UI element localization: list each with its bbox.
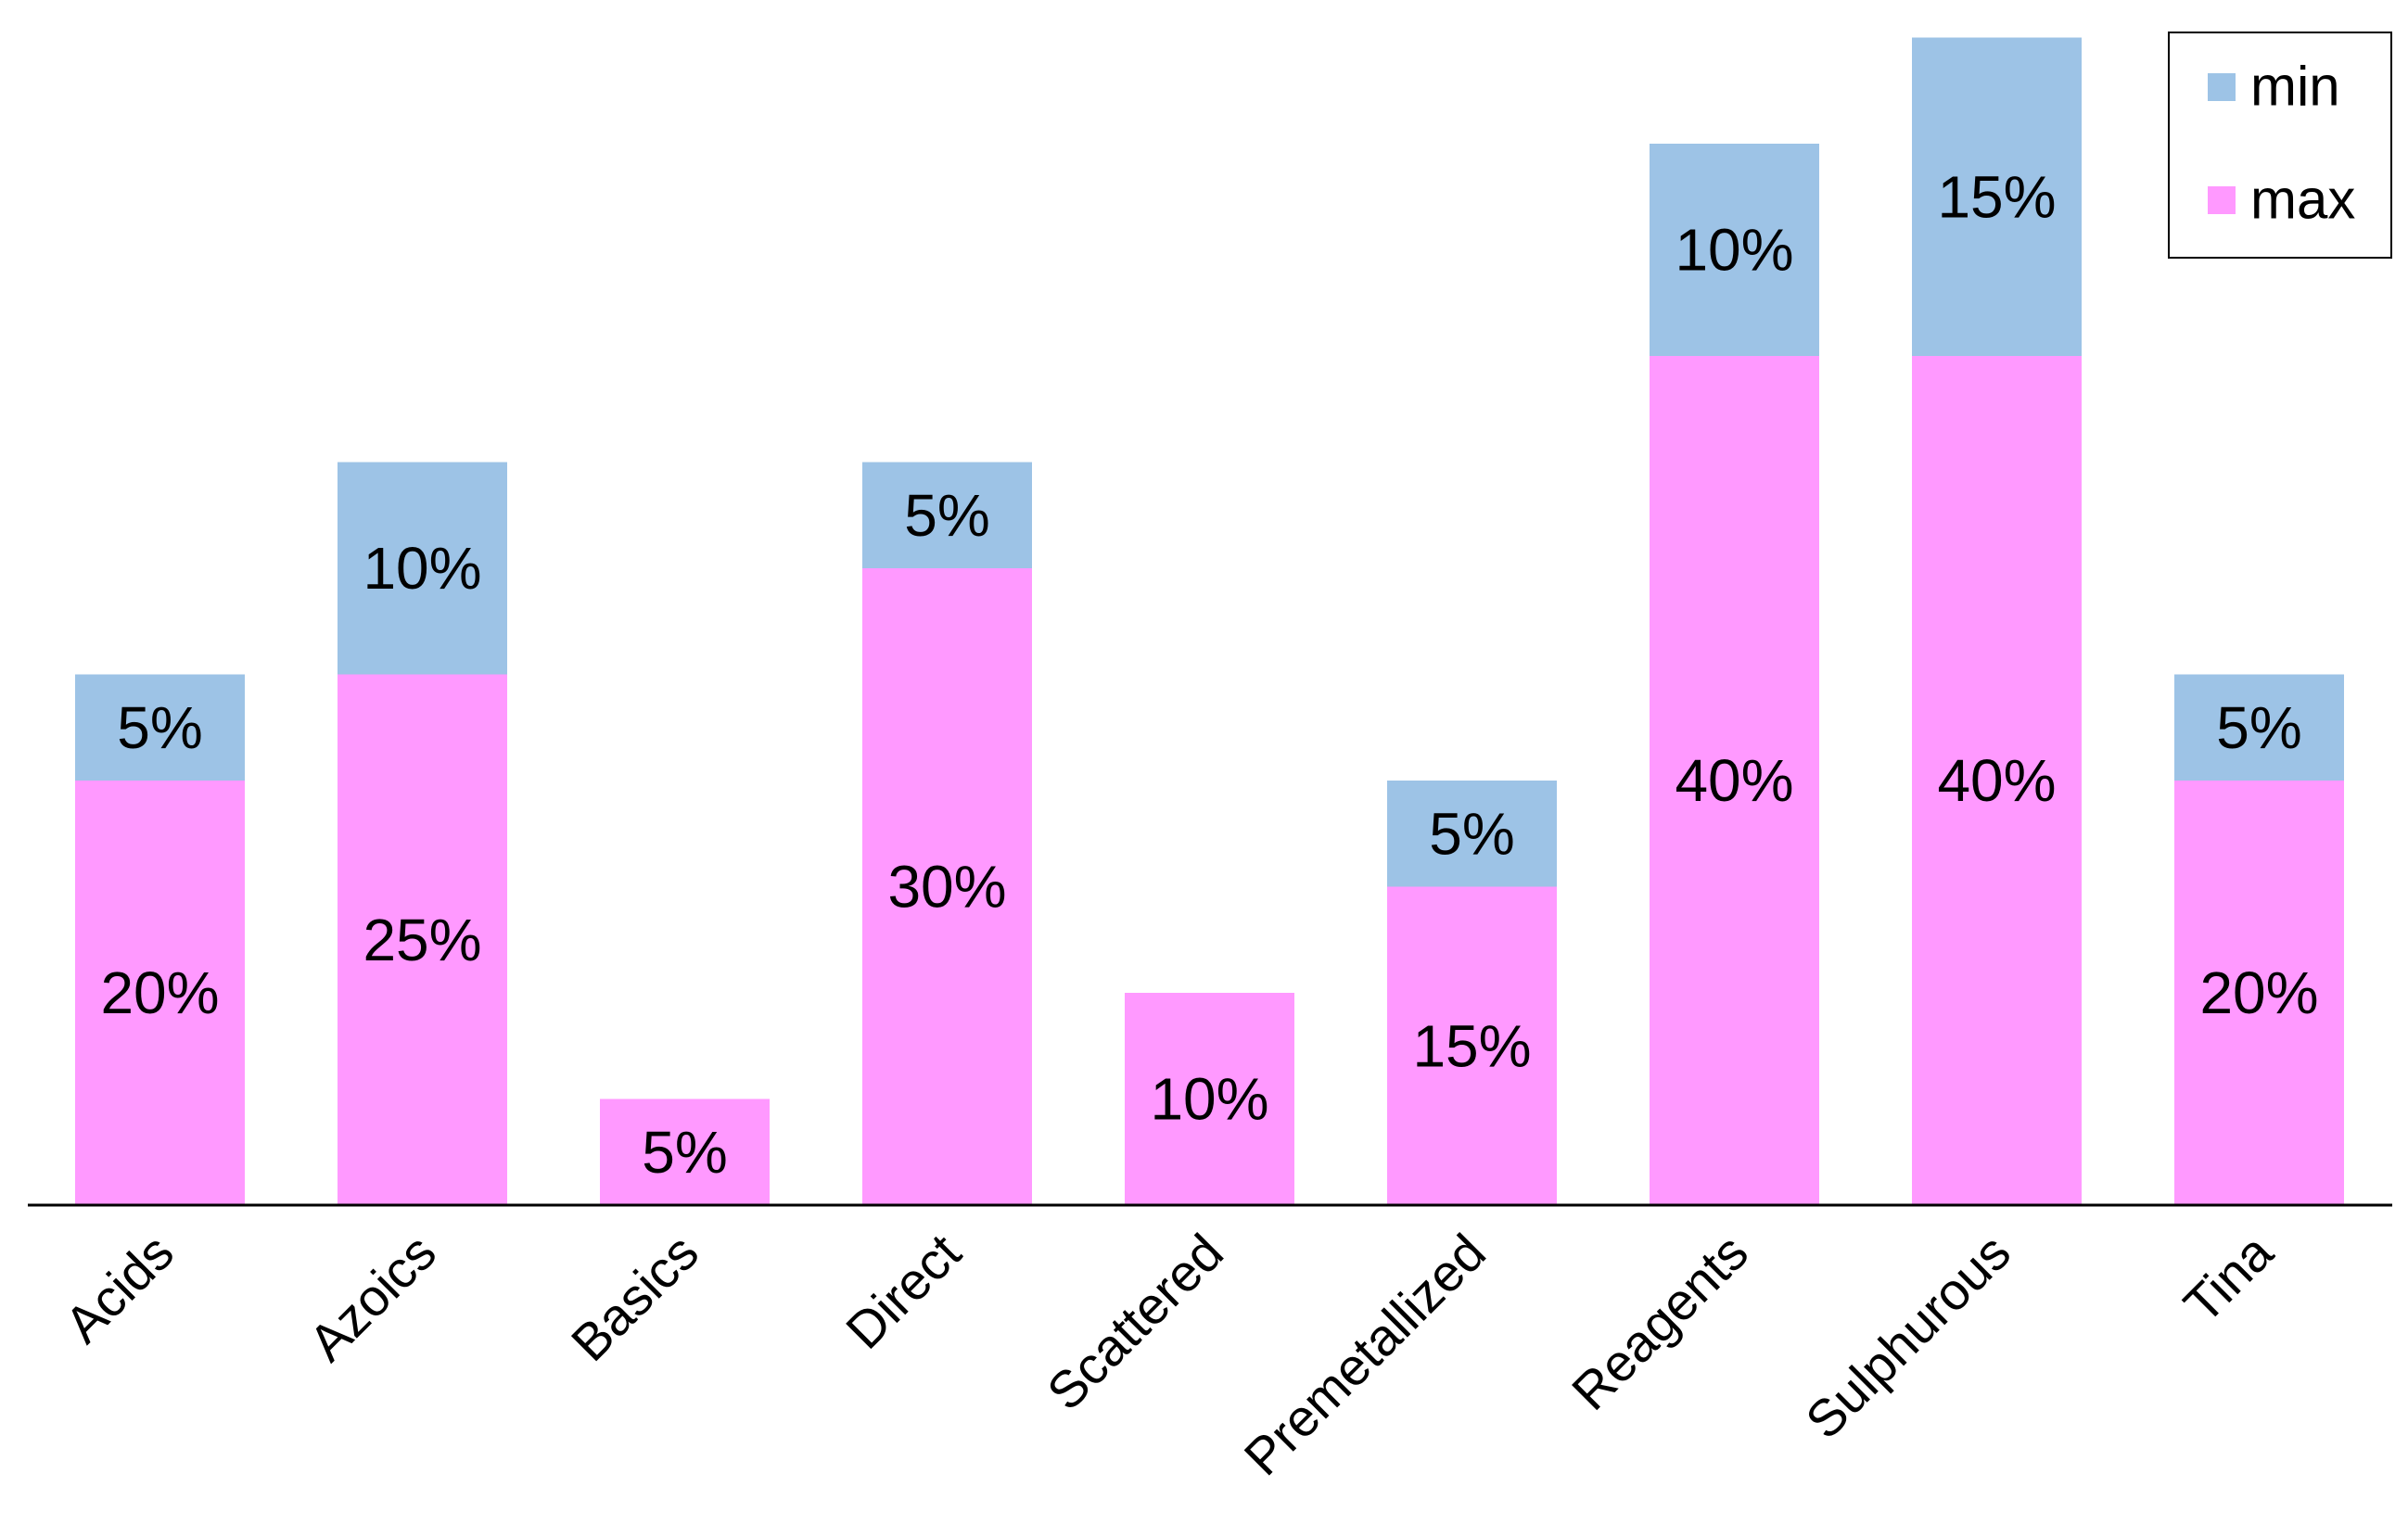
data-label-max-direct: 30% bbox=[887, 854, 1006, 921]
x-tick-label-acids: Acids bbox=[54, 1223, 185, 1353]
bar-max-scattered bbox=[1125, 993, 1294, 1205]
bar-min-direct bbox=[862, 462, 1032, 568]
data-label-max-acids: 20% bbox=[100, 959, 219, 1026]
x-tick-label-tina: Tina bbox=[2172, 1222, 2285, 1334]
x-tick-label-basics: Basics bbox=[560, 1223, 709, 1372]
legend-label-min: min bbox=[2250, 56, 2340, 118]
data-label-max-azoics: 25% bbox=[363, 907, 481, 973]
legend-box bbox=[2168, 32, 2392, 259]
bar-max-acids bbox=[75, 781, 245, 1205]
data-label-max-basics: 5% bbox=[642, 1119, 728, 1186]
bar-min-premetallized bbox=[1387, 781, 1557, 887]
bar-min-reagents bbox=[1650, 144, 1819, 356]
bar-max-sulphurous bbox=[1912, 356, 2082, 1205]
x-tick-label-sulphurous: Sulphurous bbox=[1794, 1223, 2021, 1450]
data-label-max-reagents: 40% bbox=[1675, 747, 1793, 814]
data-label-min-sulphurous: 15% bbox=[1937, 163, 2056, 230]
x-tick-label-premetallized: Premetallized bbox=[1233, 1223, 1497, 1486]
bar-max-basics bbox=[600, 1099, 770, 1205]
bar-min-sulphurous bbox=[1912, 37, 2082, 356]
legend-label-max: max bbox=[2250, 169, 2355, 231]
data-label-min-reagents: 10% bbox=[1675, 217, 1793, 284]
data-label-max-premetallized: 15% bbox=[1412, 1012, 1531, 1079]
bar-min-azoics bbox=[338, 462, 507, 675]
bar-min-acids bbox=[75, 674, 245, 781]
bars-layer: 20% 5% 25% 10% 5% 30% 5% 10% 15% 5% 40% 10% 40% 15% 20… bbox=[75, 37, 2344, 1205]
data-label-max-scattered: 10% bbox=[1150, 1066, 1268, 1133]
legend-swatch-min bbox=[2208, 73, 2236, 101]
bar-max-premetallized bbox=[1387, 886, 1557, 1205]
bar-max-direct bbox=[862, 568, 1032, 1205]
legend-swatch-max bbox=[2208, 186, 2236, 214]
data-label-min-acids: 5% bbox=[117, 694, 203, 761]
data-label-max-sulphurous: 40% bbox=[1937, 747, 2056, 814]
x-tick-label-scattered: Scattered bbox=[1036, 1223, 1234, 1421]
x-tick-labels: Acids Azoics Basics Direct ScatteredPremetal… bbox=[54, 1222, 2285, 1486]
legend: min max bbox=[2168, 32, 2392, 259]
x-tick-label-reagents: Reagents bbox=[1561, 1223, 1759, 1421]
data-label-min-tina: 5% bbox=[2216, 694, 2302, 761]
bar-max-tina bbox=[2174, 781, 2344, 1205]
bar-max-reagents bbox=[1650, 356, 1819, 1205]
bar-max-azoics bbox=[338, 674, 507, 1205]
data-label-min-direct: 5% bbox=[904, 482, 990, 549]
data-label-max-tina: 20% bbox=[2199, 959, 2318, 1026]
x-tick-label-azoics: Azoics bbox=[298, 1223, 447, 1372]
x-tick-label-direct: Direct bbox=[835, 1223, 972, 1360]
bar-min-tina bbox=[2174, 674, 2344, 781]
data-label-min-premetallized: 5% bbox=[1429, 800, 1515, 867]
data-label-min-azoics: 10% bbox=[363, 535, 481, 602]
